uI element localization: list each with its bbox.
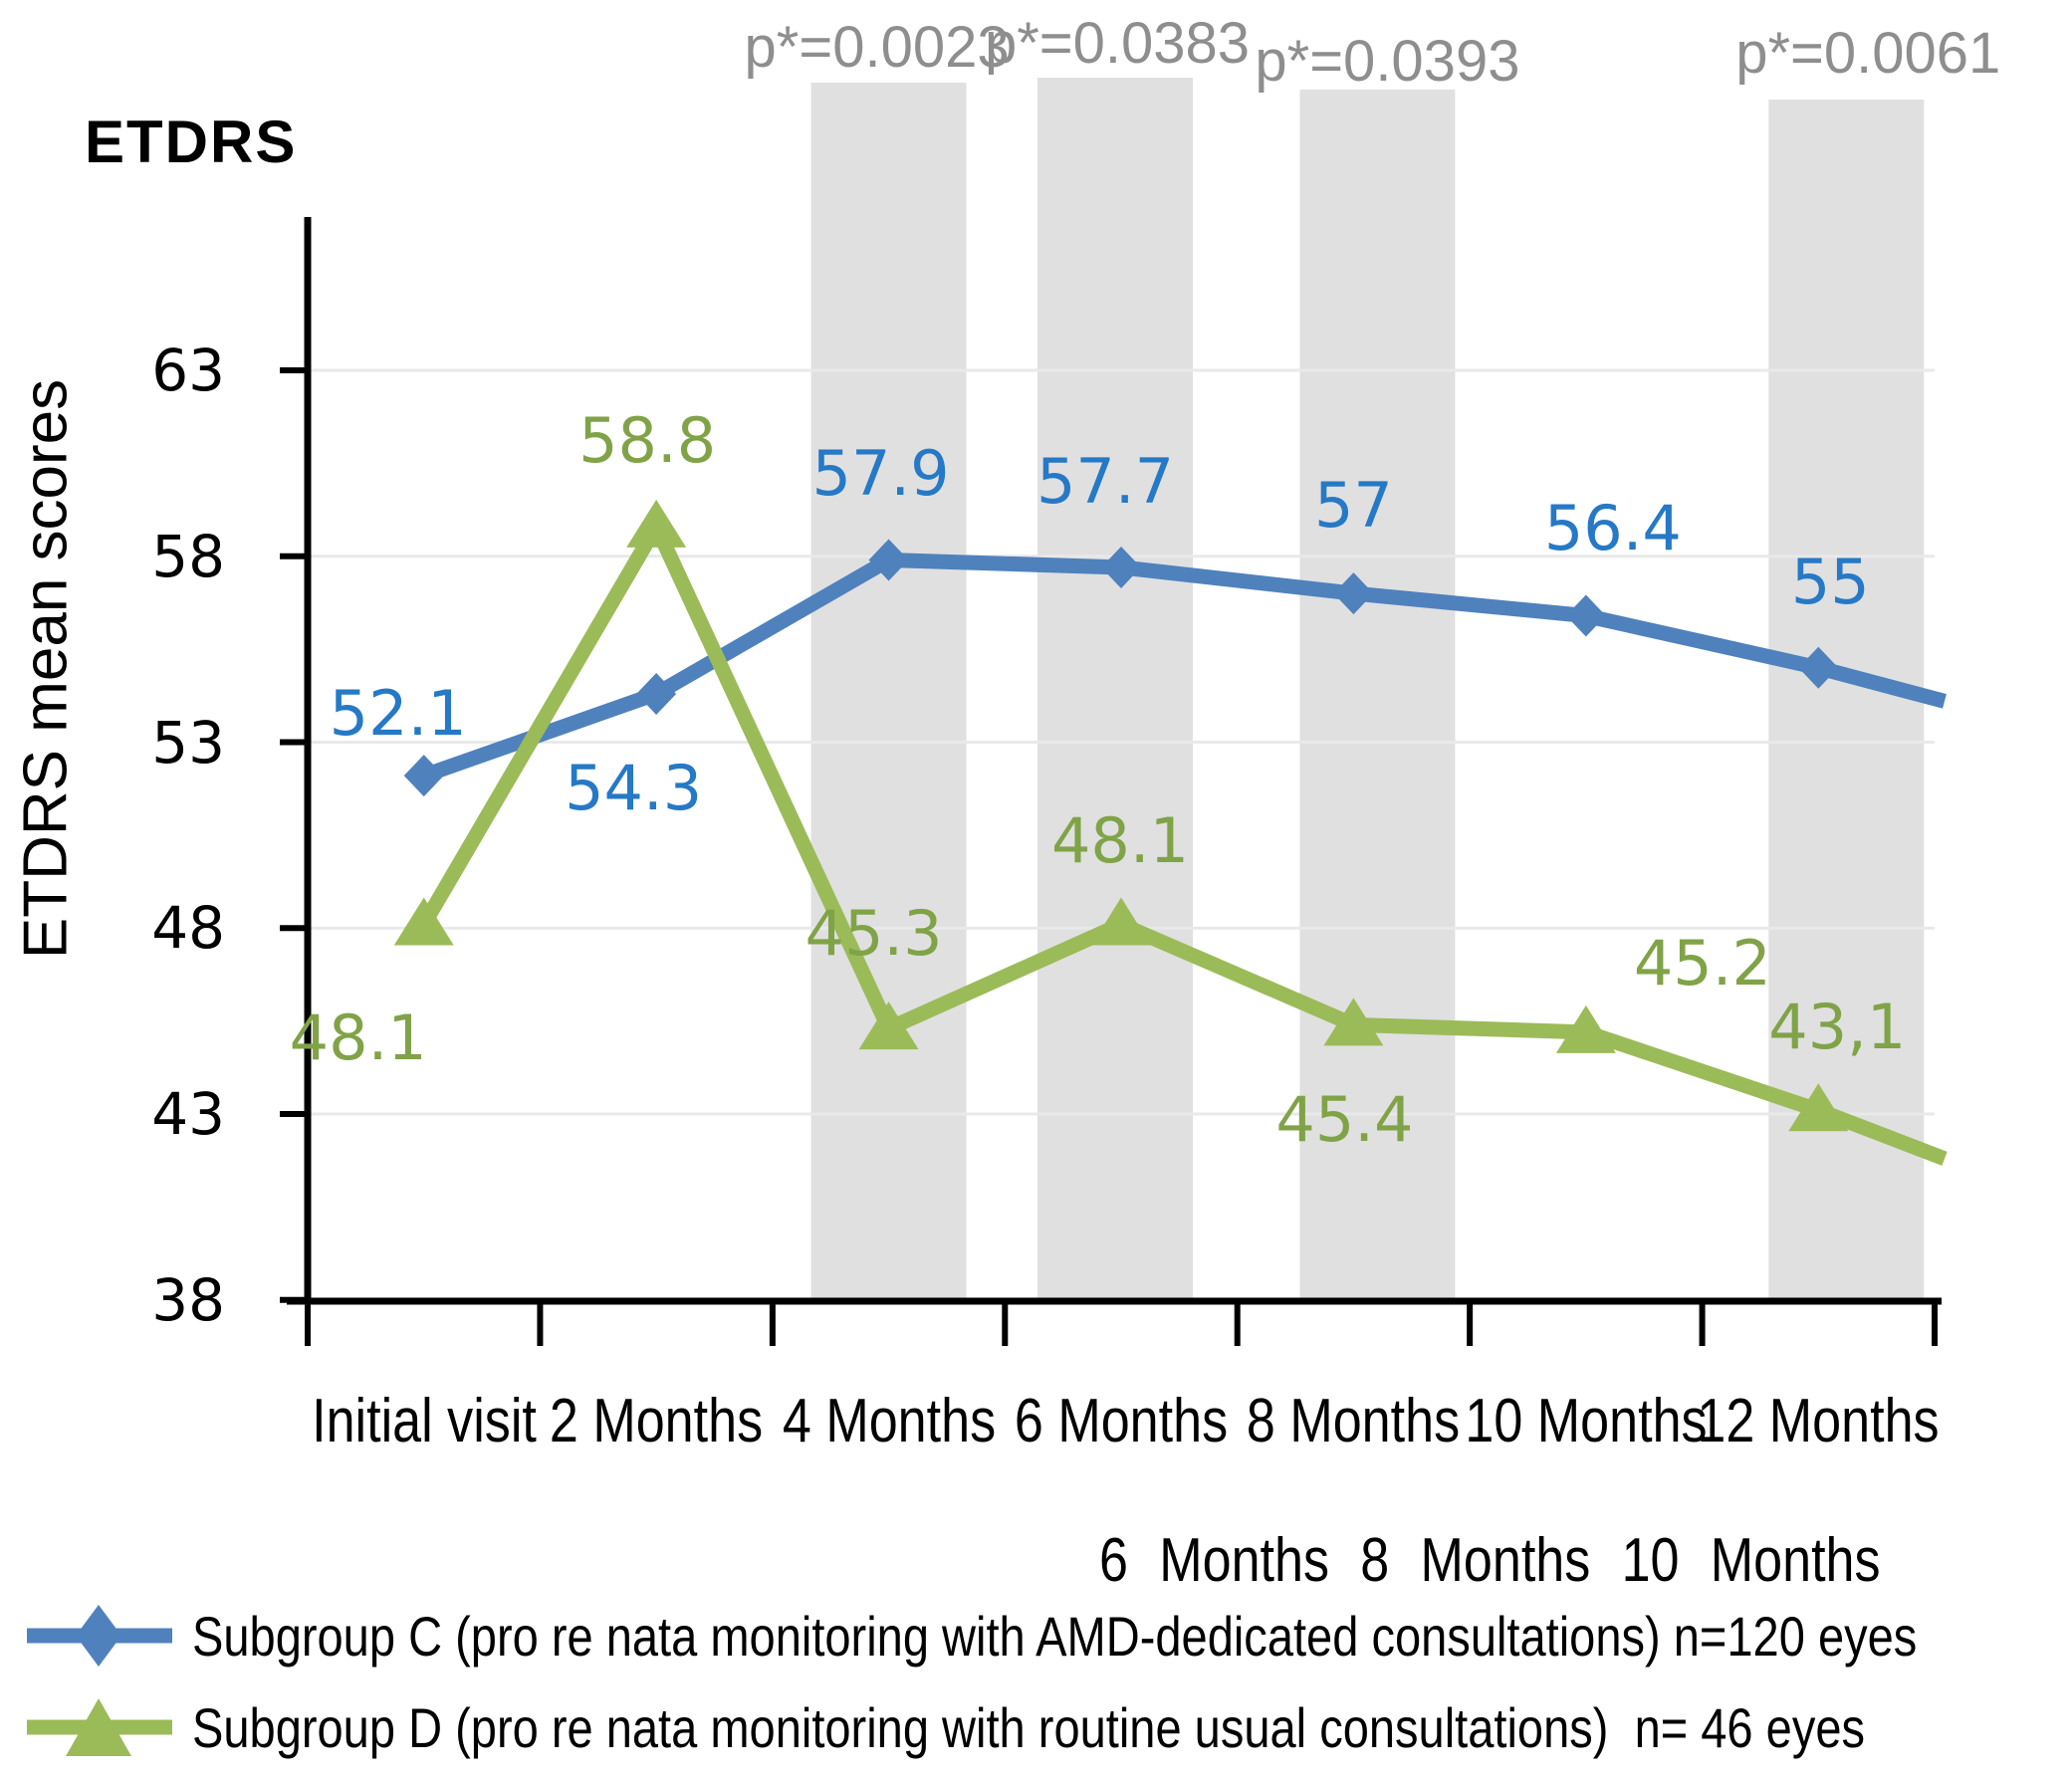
diamond-marker bbox=[868, 539, 909, 581]
diamond-marker bbox=[1333, 572, 1374, 615]
subgroup-c-line bbox=[421, 552, 1947, 783]
triangle-marker bbox=[626, 499, 687, 548]
legend-item-subgroup-d: Subgroup D (pro re nata monitoring with … bbox=[25, 1682, 2072, 1772]
triangle-marker bbox=[393, 897, 454, 946]
y-tick-label: 38 bbox=[151, 1265, 225, 1334]
diamond-marker bbox=[1101, 546, 1141, 588]
data-label: 56.4 bbox=[1543, 491, 1682, 564]
subgroup-d-legend-marker bbox=[27, 1698, 172, 1756]
data-label: 45.3 bbox=[805, 897, 943, 971]
y-tick-label: 48 bbox=[151, 894, 225, 963]
y-tick-label: 63 bbox=[151, 336, 225, 404]
data-label: 45.2 bbox=[1633, 926, 1771, 1000]
x-tick-label: 12 Months bbox=[1697, 1387, 1940, 1455]
data-label: 57.9 bbox=[811, 437, 950, 511]
p-value-label: p*=0.0383 bbox=[984, 11, 1251, 76]
legend-label-subgroup-c: Subgroup C (pro re nata monitoring with … bbox=[192, 1604, 1918, 1668]
x-tick-label: 2 Months bbox=[550, 1387, 764, 1455]
triangle-icon bbox=[66, 1698, 131, 1756]
p-value-label: p*=0.0393 bbox=[1255, 29, 1520, 94]
y-tick-label: 58 bbox=[151, 522, 225, 590]
subgroup-c-legend-marker bbox=[27, 1605, 172, 1667]
secondary-axis-text: 6 Months 8 Months 10 Months bbox=[1099, 1526, 1881, 1595]
data-label: 48.1 bbox=[289, 1001, 427, 1074]
triangle-marker bbox=[1323, 998, 1384, 1046]
data-label: 52.1 bbox=[329, 677, 467, 751]
chart-title: ETDRS bbox=[85, 109, 298, 175]
significance-band bbox=[810, 83, 967, 1301]
data-label: 57 bbox=[1313, 469, 1393, 543]
p-value-label: p*=0.0023 bbox=[744, 15, 1010, 80]
data-label: 43,1 bbox=[1768, 991, 1907, 1064]
legend-label-subgroup-d: Subgroup D (pro re nata monitoring with … bbox=[192, 1695, 1866, 1759]
x-tick-label: 8 Months bbox=[1247, 1387, 1461, 1455]
diamond-icon bbox=[76, 1605, 121, 1667]
data-label: 55 bbox=[1790, 545, 1870, 618]
y-tick-label: 53 bbox=[151, 708, 225, 777]
x-tick-label: 10 Months bbox=[1465, 1387, 1708, 1455]
significance-band bbox=[1299, 90, 1456, 1301]
data-label: 48.1 bbox=[1050, 803, 1190, 877]
triangle-marker bbox=[1091, 897, 1151, 946]
data-label: 54.3 bbox=[565, 751, 703, 824]
triangle-marker bbox=[1555, 1004, 1616, 1053]
diamond-marker bbox=[636, 672, 677, 715]
data-label: 58.8 bbox=[578, 403, 717, 477]
triangle-marker bbox=[1788, 1083, 1849, 1132]
data-label: 57.7 bbox=[1036, 444, 1175, 518]
legend-item-subgroup-c: Subgroup C (pro re nata monitoring with … bbox=[25, 1591, 2072, 1680]
x-tick-label: Initial visit bbox=[311, 1387, 537, 1455]
triangle-marker bbox=[858, 1002, 919, 1050]
data-label: 45.4 bbox=[1275, 1083, 1414, 1157]
diamond-marker bbox=[403, 755, 444, 797]
p-value-label: p*=0.0061 bbox=[1735, 21, 2001, 86]
diamond-marker bbox=[1565, 594, 1606, 637]
subgroup-d-line bbox=[417, 519, 1948, 1166]
diamond-marker bbox=[1798, 646, 1839, 689]
x-tick-label: 4 Months bbox=[782, 1387, 996, 1455]
significance-band bbox=[1037, 78, 1193, 1301]
y-tick-label: 43 bbox=[151, 1080, 225, 1148]
x-tick-label: 6 Months bbox=[1014, 1387, 1229, 1455]
